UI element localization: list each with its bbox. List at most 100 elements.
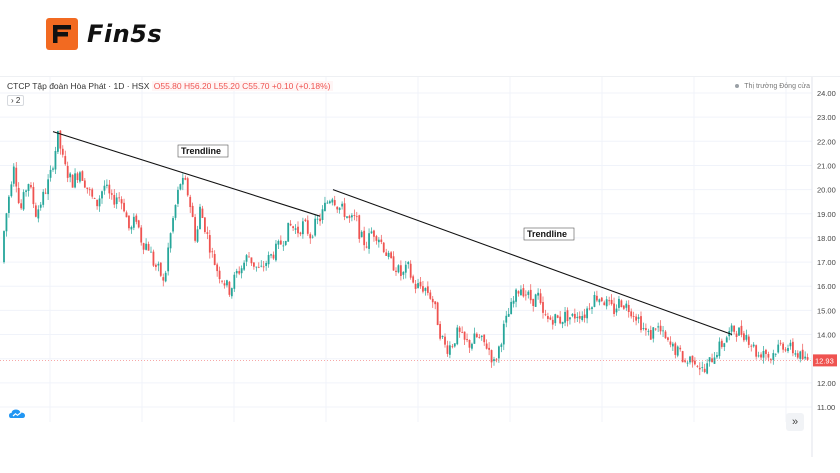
candle-body	[226, 280, 228, 286]
candle-body	[324, 202, 326, 211]
candle-body	[669, 341, 672, 345]
candle-body	[150, 251, 152, 253]
candle-body	[642, 327, 645, 330]
candle-body	[434, 301, 437, 305]
candle-body	[564, 311, 566, 323]
candle-body	[174, 205, 177, 218]
candle-body	[208, 235, 211, 253]
candle-body	[113, 194, 116, 205]
candle-body	[279, 240, 282, 245]
logo-f-shape	[53, 25, 71, 43]
candle-body	[164, 272, 167, 282]
trendline-label-box	[177, 144, 229, 158]
candle-body	[684, 360, 686, 362]
candle-body	[458, 327, 461, 332]
candle-body	[382, 242, 385, 253]
candle-body	[696, 365, 699, 367]
candle-body	[654, 328, 657, 330]
last-price-tag	[813, 354, 837, 367]
candle-body	[596, 295, 598, 301]
candle-body	[502, 323, 505, 345]
candle-body	[760, 354, 762, 358]
candle-body	[358, 215, 361, 239]
candle-body	[429, 292, 432, 299]
y-tick-label: 17.00	[817, 258, 836, 267]
candle-body	[407, 262, 410, 265]
candle-body	[600, 297, 603, 302]
candle-body	[743, 333, 745, 341]
candle-body	[162, 277, 165, 281]
candle-body	[83, 180, 86, 188]
candle-body	[439, 323, 441, 339]
candle-body	[412, 276, 415, 283]
candle-body	[640, 316, 642, 331]
candle-body	[221, 280, 223, 282]
candle-body	[787, 348, 789, 352]
candle-body	[422, 286, 424, 292]
candle-body	[338, 207, 341, 211]
candle-body	[142, 243, 145, 250]
candle-body	[292, 226, 294, 229]
candle-body	[110, 193, 113, 195]
candle-body	[716, 354, 718, 358]
candle-body	[402, 271, 405, 275]
candle-body	[493, 359, 495, 362]
candle-body	[397, 265, 400, 273]
candle-body	[475, 333, 478, 338]
candle-body	[488, 347, 490, 350]
candle-body	[659, 325, 662, 332]
candle-body	[233, 274, 236, 289]
candle-body	[245, 255, 248, 262]
candle-body	[806, 357, 809, 360]
candle-body	[64, 156, 67, 165]
candle-body	[419, 281, 422, 287]
y-tick-label: 12.00	[817, 379, 836, 388]
candle-body	[632, 316, 635, 317]
candle-body	[20, 203, 23, 209]
candle-body	[368, 233, 370, 249]
candle-body	[284, 240, 287, 245]
y-tick-label: 23.00	[817, 113, 836, 122]
candle-body	[262, 266, 265, 268]
candle-body	[137, 220, 140, 228]
candle-body	[297, 226, 299, 234]
candle-body	[370, 231, 373, 234]
candle-body	[542, 302, 544, 313]
candle-body	[711, 358, 713, 363]
candle-body	[400, 265, 402, 276]
candle-body	[566, 310, 569, 322]
candle-body	[351, 215, 353, 218]
candle-body	[468, 339, 471, 348]
candle-body	[708, 357, 711, 362]
candle-body	[444, 336, 446, 345]
candle-body	[593, 295, 596, 307]
tradingview-cloud-icon[interactable]	[8, 407, 26, 421]
candle-body	[510, 301, 513, 315]
trendline-2	[332, 189, 733, 336]
trendline-1	[52, 131, 321, 217]
candle-body	[404, 264, 407, 273]
candle-body	[277, 240, 280, 245]
candle-body	[81, 171, 84, 181]
candle-body	[740, 325, 743, 335]
candle-body	[355, 216, 358, 218]
candle-body	[662, 330, 664, 332]
candle-body	[426, 286, 429, 293]
candle-body	[103, 185, 106, 191]
candle-body	[718, 341, 721, 357]
candle-body	[512, 300, 515, 304]
candle-body	[74, 173, 76, 188]
candle-body	[306, 220, 309, 234]
candle-body	[204, 217, 206, 233]
candle-body	[689, 356, 691, 363]
candle-body	[441, 335, 444, 338]
goto-realtime-button[interactable]: »	[786, 413, 804, 431]
candle-body	[93, 198, 96, 199]
candle-body	[784, 349, 787, 351]
legend-toggle-button[interactable]: › 2	[7, 95, 25, 106]
candle-body	[54, 150, 57, 170]
symbol-title[interactable]: CTCP Tập đoàn Hòa Phát · 1D · HSX	[7, 81, 150, 91]
candle-body	[451, 346, 454, 348]
